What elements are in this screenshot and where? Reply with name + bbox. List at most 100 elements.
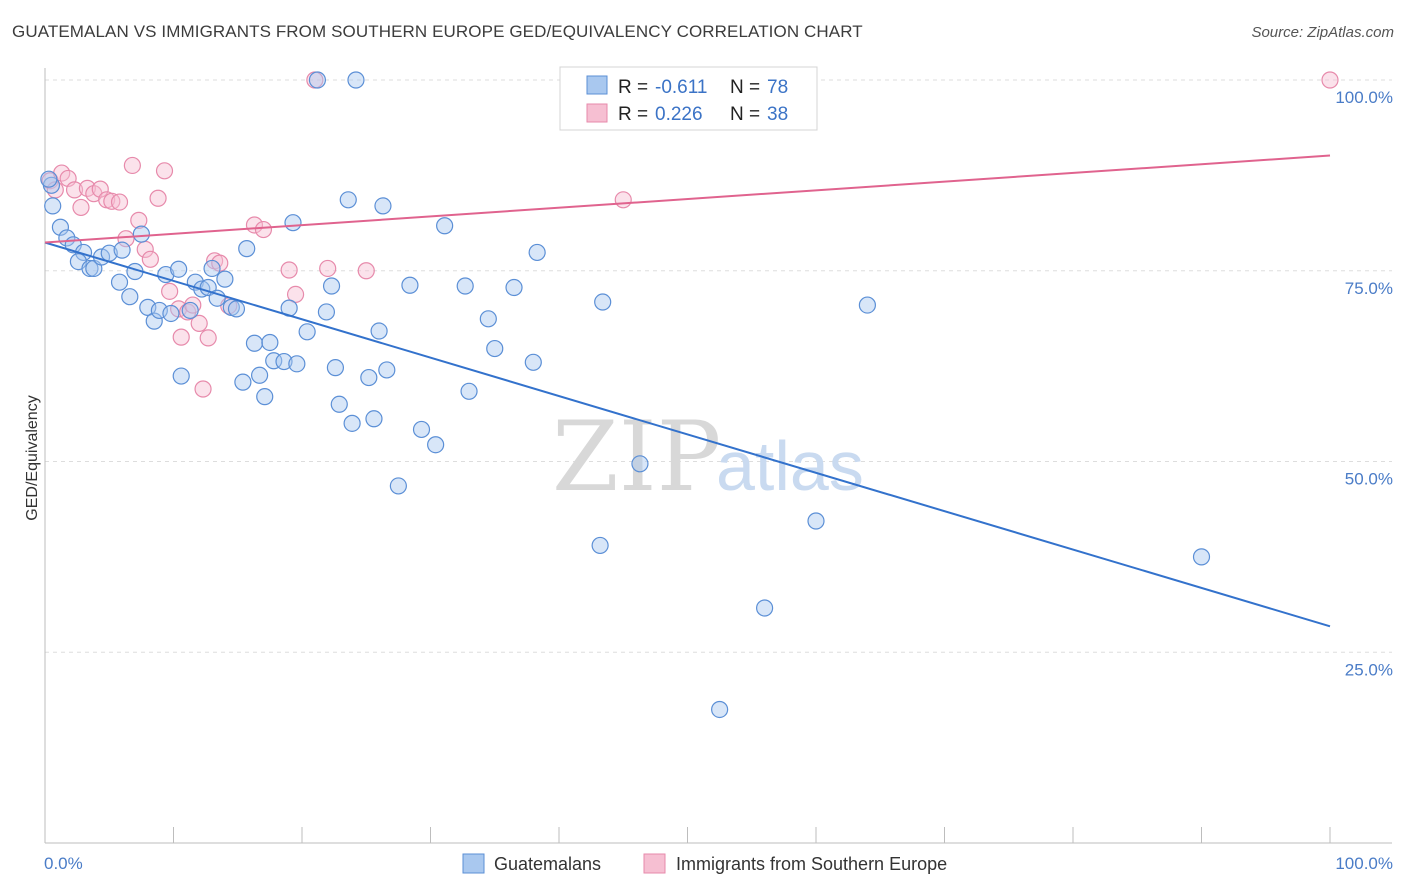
legend-swatch-guatemalans xyxy=(462,853,485,874)
southern-europe-point-11 xyxy=(110,193,129,211)
guatemalans-point-60 xyxy=(427,436,445,454)
guatemalans-point-74 xyxy=(807,512,825,530)
guatemalans-point-42 xyxy=(288,355,306,373)
stats-n-label-1: N = xyxy=(730,77,760,98)
guatemalans-point-21 xyxy=(170,260,188,278)
gridlines xyxy=(45,79,1392,653)
guatemalans-point-47 xyxy=(326,359,345,377)
southern-europe-point-25 xyxy=(194,380,212,398)
southern-europe-point-19 xyxy=(161,282,179,300)
guatemalans-point-58 xyxy=(401,276,419,294)
x-tick-labels: 0.0% 100.0% xyxy=(44,854,1393,873)
southern-europe-point-33 xyxy=(286,285,305,304)
southern-europe-point-16 xyxy=(141,250,159,268)
guatemalans-point-73 xyxy=(755,599,774,617)
southern-europe-point-4 xyxy=(65,181,84,199)
guatemalans-point-41 xyxy=(284,214,302,232)
stats-box: R = -0.611 N = 78 R = 0.226 N = 38 xyxy=(559,66,818,131)
guatemalans-point-2 xyxy=(51,218,70,236)
legend: Guatemalans Immigrants from Southern Eur… xyxy=(462,853,947,874)
guatemalans-point-66 xyxy=(505,278,523,297)
stats-r-label-1: R = xyxy=(618,77,648,98)
x-tick-label-min: 0.0% xyxy=(44,854,83,873)
guatemalans-point-32 xyxy=(234,373,252,391)
southern-europe-point-36 xyxy=(357,262,375,280)
guatemalans-point-48 xyxy=(330,395,348,413)
southern-europe-point-17 xyxy=(149,189,167,207)
guatemalans-point-70 xyxy=(594,293,612,311)
guatemalans-point-55 xyxy=(374,197,392,215)
y-tick-label-50: 50.0% xyxy=(1345,470,1393,489)
southern-europe-point-13 xyxy=(123,156,141,175)
guatemalans-point-44 xyxy=(308,71,327,89)
guatemalans-point-46 xyxy=(322,277,341,295)
stats-n-value-2: 38 xyxy=(767,104,788,125)
southern-europe-point-31 xyxy=(254,220,273,239)
chart-title: GUATEMALAN VS IMMIGRANTS FROM SOUTHERN E… xyxy=(12,22,863,41)
legend-label-southern-europe: Immigrants from Southern Europe xyxy=(676,854,947,874)
guatemalans-point-52 xyxy=(360,368,378,387)
guatemalans-point-68 xyxy=(528,243,546,262)
guatemalans-point-31 xyxy=(227,300,246,318)
y-tick-labels: 25.0% 50.0% 75.0% 100.0% xyxy=(1335,88,1393,679)
y-tick-label-75: 75.0% xyxy=(1345,279,1393,298)
stats-r-value-2: 0.226 xyxy=(655,104,703,125)
guatemalans-point-7 xyxy=(81,259,99,278)
x-tick-label-max: 100.0% xyxy=(1335,854,1393,873)
guatemalans-point-35 xyxy=(250,366,269,384)
guatemalans-point-56 xyxy=(378,361,396,379)
southern-europe-point-14 xyxy=(130,211,148,229)
stats-r-value-1: -0.611 xyxy=(655,77,707,98)
guatemalans-point-11 xyxy=(113,241,131,259)
southern-europe-point-18 xyxy=(155,162,174,180)
guatemalans-point-71 xyxy=(631,455,649,473)
guatemalans-point-13 xyxy=(121,288,139,306)
guatemalans-point-65 xyxy=(486,339,504,358)
stats-r-label-2: R = xyxy=(618,104,648,125)
guatemalans-point-69 xyxy=(591,536,609,555)
guatemalans-point-29 xyxy=(216,270,234,288)
guatemalans-point-75 xyxy=(858,296,877,314)
y-tick-label-25: 25.0% xyxy=(1345,660,1393,679)
guatemalans-point-57 xyxy=(389,477,407,495)
southern-europe-point-32 xyxy=(280,261,298,279)
stats-swatch-pink xyxy=(586,103,608,123)
source-credit: Source: ZipAtlas.com xyxy=(1251,24,1394,41)
southern-europe-trend-line xyxy=(44,154,1331,244)
southern-europe-point-26 xyxy=(199,329,217,347)
southern-europe-point-37 xyxy=(614,191,632,209)
guatemalans-point-34 xyxy=(245,334,264,352)
trend-lines xyxy=(44,154,1331,628)
guatemalans-point-51 xyxy=(347,71,365,89)
blue-points xyxy=(40,71,1211,719)
guatemalans-point-49 xyxy=(339,191,357,209)
guatemalans-point-59 xyxy=(412,420,431,439)
guatemalans-point-22 xyxy=(172,367,190,385)
guatemalans-trend-line xyxy=(44,241,1331,628)
guatemalans-point-1 xyxy=(44,197,62,215)
guatemalans-point-72 xyxy=(711,700,729,719)
guatemalans-point-62 xyxy=(456,277,474,295)
watermark: ZIP atlas xyxy=(552,401,864,513)
southern-europe-point-35 xyxy=(319,259,337,278)
southern-europe-point-5 xyxy=(72,198,90,217)
guatemalans-point-45 xyxy=(317,303,336,321)
guatemalans-point-39 xyxy=(275,352,293,371)
guatemalans-point-63 xyxy=(460,382,478,400)
guatemalans-point-12 xyxy=(110,273,129,291)
guatemalans-point-23 xyxy=(181,301,199,320)
guatemalans-point-54 xyxy=(370,322,388,340)
y-axis-label: GED/Equivalency xyxy=(24,395,41,520)
legend-swatch-southern-europe xyxy=(643,853,666,874)
guatemalans-point-77 xyxy=(40,170,58,188)
guatemalans-point-50 xyxy=(343,414,361,432)
guatemalans-point-43 xyxy=(298,323,316,341)
stats-n-label-2: N = xyxy=(730,104,760,125)
stats-n-value-1: 78 xyxy=(767,77,788,98)
southern-europe-point-8 xyxy=(91,180,109,198)
guatemalans-point-19 xyxy=(157,265,175,284)
guatemalans-point-36 xyxy=(256,388,274,406)
guatemalans-point-27 xyxy=(203,259,221,278)
guatemalans-point-15 xyxy=(132,225,150,243)
